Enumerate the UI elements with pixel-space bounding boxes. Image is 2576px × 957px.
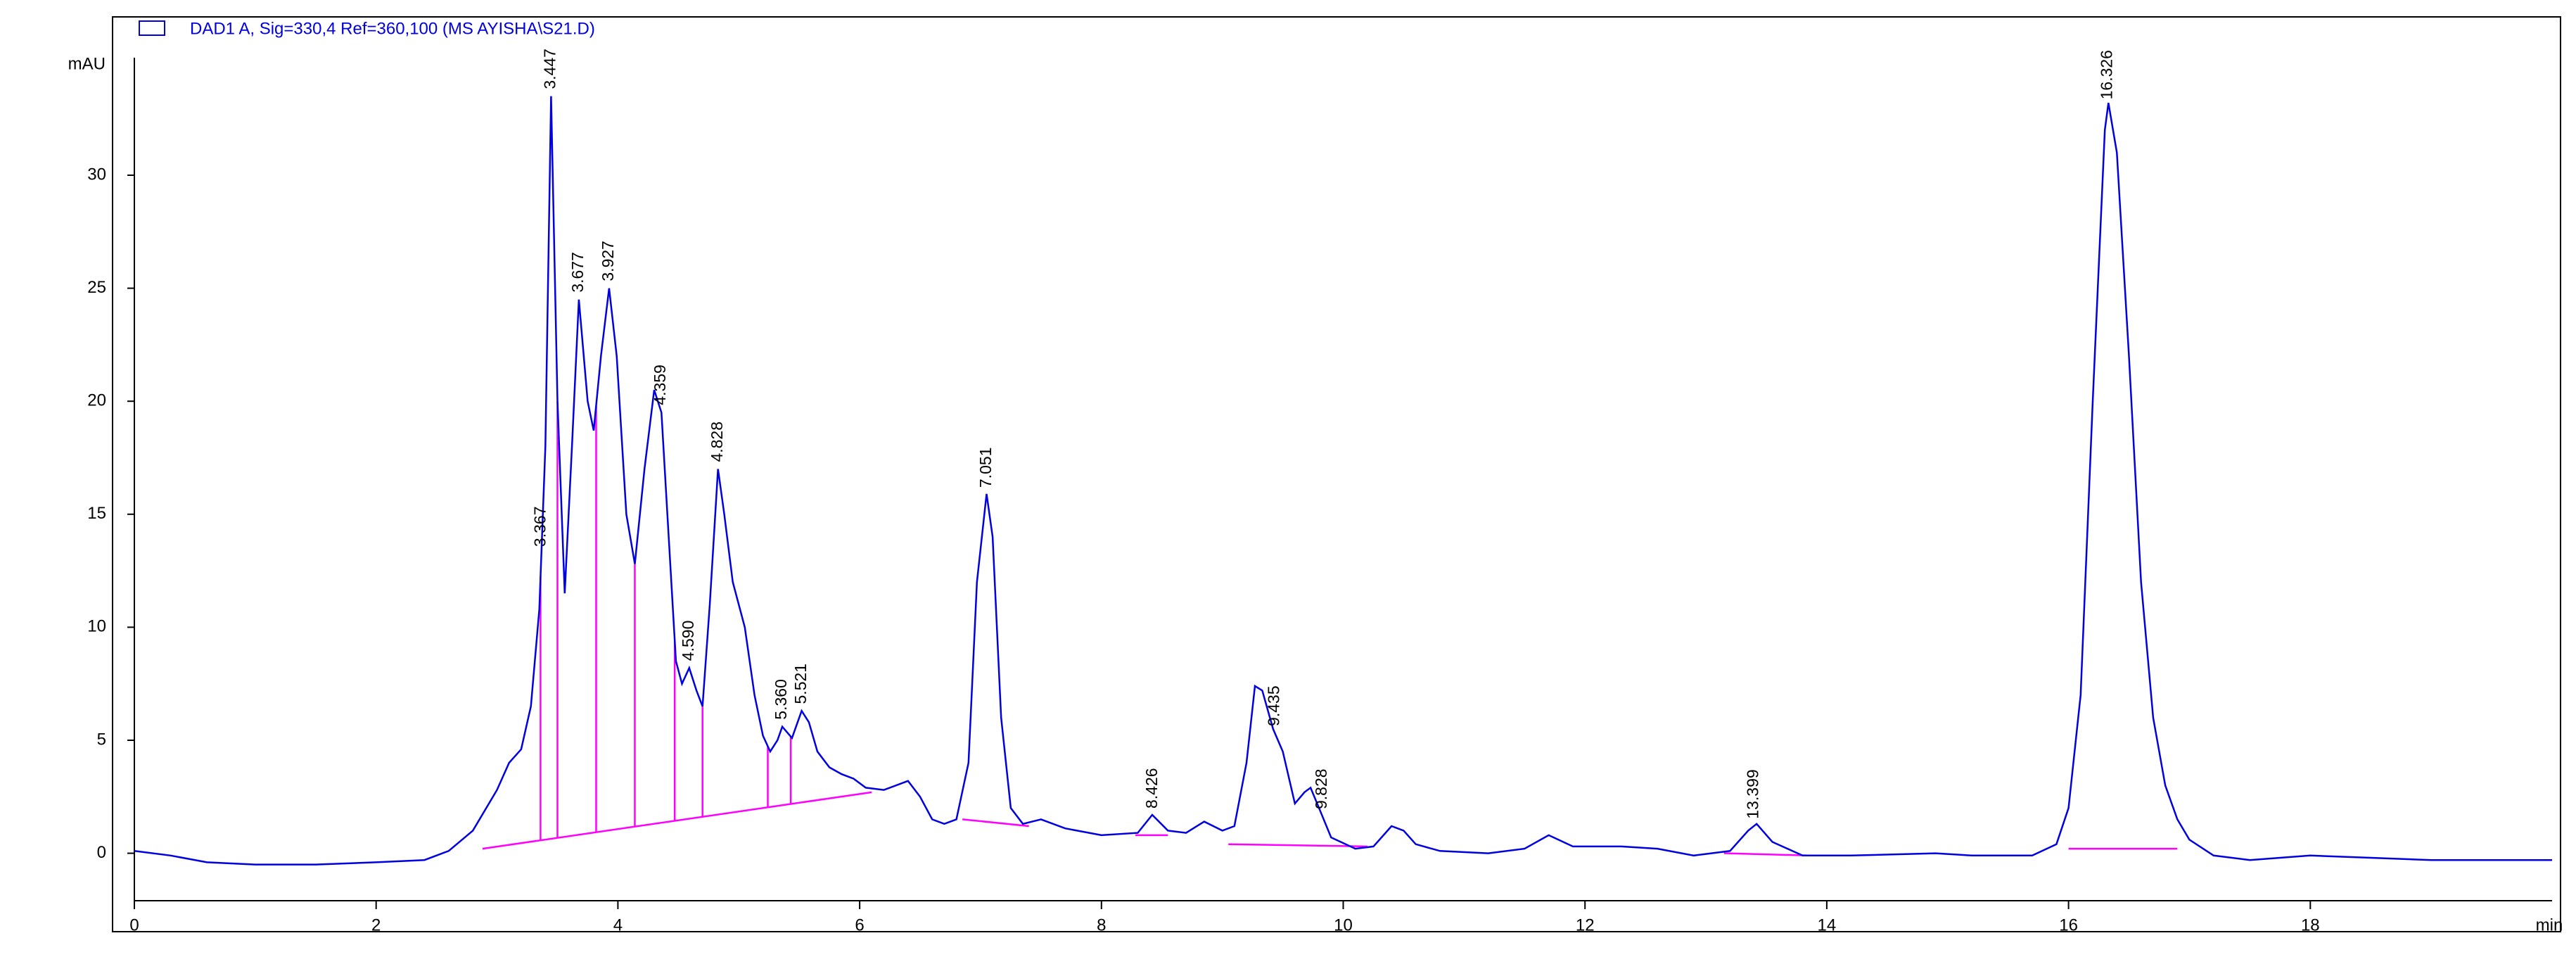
x-tick-label: 18 — [2301, 915, 2320, 934]
x-tick-label: 6 — [855, 915, 864, 934]
peak-label: 5.521 — [791, 664, 810, 704]
peak-label: 8.426 — [1142, 768, 1161, 809]
peak-label: 3.447 — [540, 49, 559, 89]
x-tick-label: 0 — [129, 915, 139, 934]
y-tick-label: 0 — [97, 843, 106, 862]
x-tick-label: 12 — [1576, 915, 1595, 934]
x-tick-label: 14 — [1818, 915, 1837, 934]
y-axis-label: mAU — [68, 54, 106, 73]
y-tick-label: 15 — [87, 504, 106, 523]
x-tick-label: 8 — [1097, 915, 1106, 934]
x-tick-label: 4 — [613, 915, 623, 934]
baseline — [482, 791, 872, 850]
baseline — [962, 818, 1029, 828]
y-tick-label: 20 — [87, 391, 106, 410]
trace — [134, 96, 2552, 866]
peak-label: 9.828 — [1312, 768, 1330, 809]
peak-label: 13.399 — [1744, 769, 1762, 818]
y-tick-label: 5 — [97, 730, 106, 749]
y-tick-label: 30 — [87, 165, 106, 184]
peak-label: 4.359 — [651, 365, 669, 405]
peak-label: 7.051 — [976, 448, 995, 488]
baseline — [1723, 852, 1809, 857]
x-tick-label: 2 — [371, 915, 381, 934]
peak-label: 4.828 — [708, 422, 726, 462]
peak-label: 5.360 — [772, 679, 790, 720]
baseline — [1228, 843, 1367, 848]
x-tick-label: 10 — [1334, 915, 1353, 934]
x-axis-label: min — [2536, 915, 2563, 934]
peak-label: 3.927 — [599, 241, 617, 281]
legend-swatch — [139, 20, 165, 36]
x-tick-label: 16 — [2059, 915, 2078, 934]
y-tick-label: 25 — [87, 278, 106, 297]
peak-label: 3.367 — [531, 506, 549, 547]
legend-label: DAD1 A, Sig=330,4 Ref=360,100 (MS AYISHA… — [190, 19, 595, 38]
frame — [112, 16, 2561, 932]
y-tick-label: 10 — [87, 617, 106, 636]
peak-label: 3.677 — [568, 252, 587, 293]
peak-label: 16.326 — [2098, 50, 2116, 99]
peak-label: 9.435 — [1264, 685, 1282, 726]
peak-label: 4.590 — [679, 621, 697, 661]
